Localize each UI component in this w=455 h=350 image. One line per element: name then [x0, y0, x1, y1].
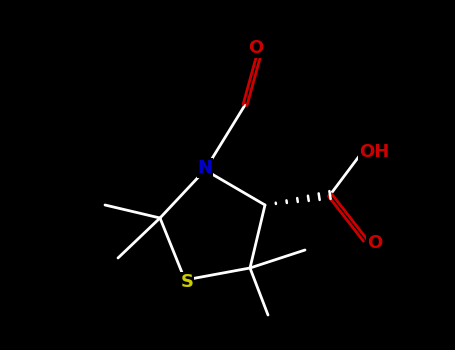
Text: OH: OH — [359, 143, 389, 161]
Text: N: N — [197, 159, 212, 177]
Text: O: O — [367, 234, 383, 252]
Text: O: O — [248, 39, 263, 57]
Text: S: S — [181, 273, 193, 291]
